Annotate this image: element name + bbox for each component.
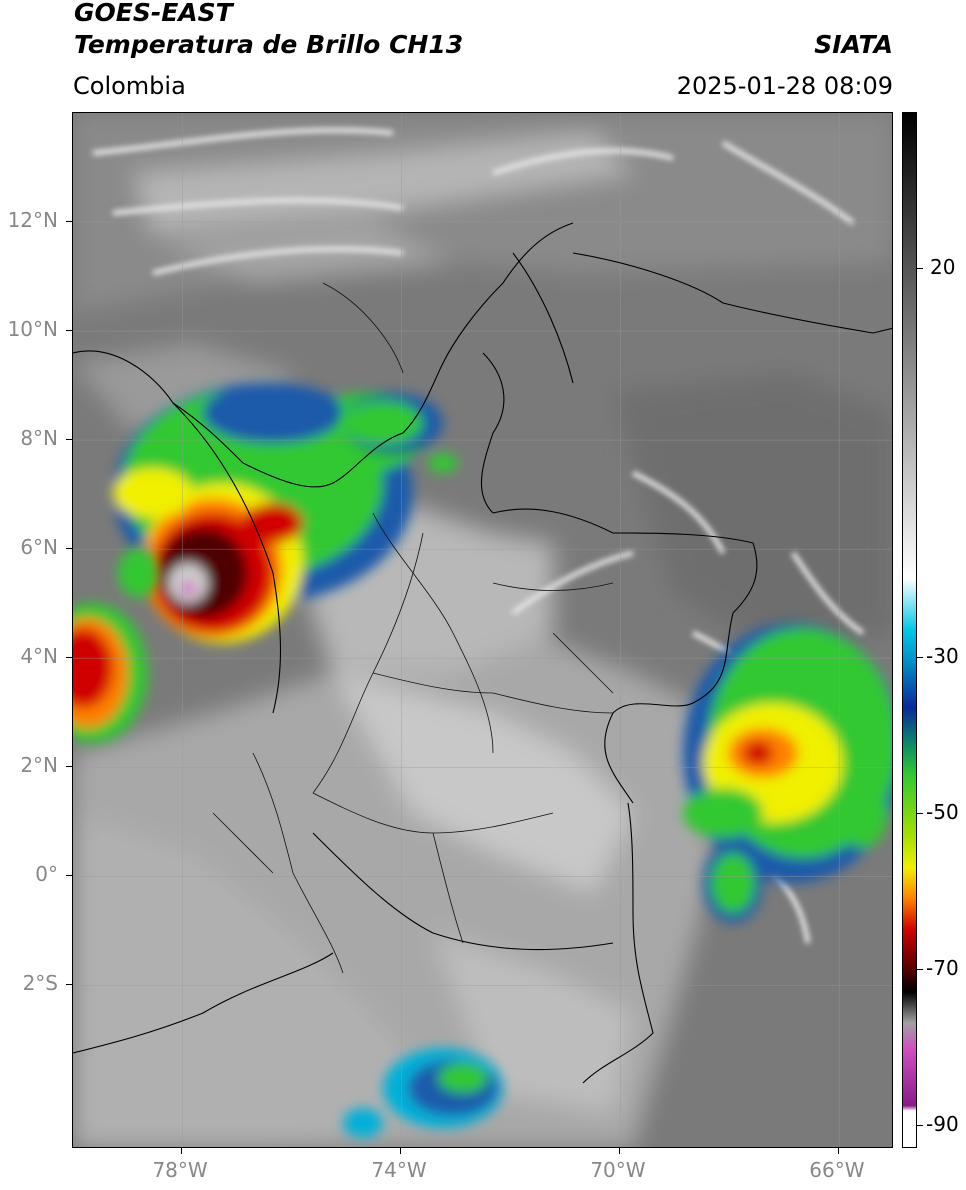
satellite-title: GOES-EAST — [74, 0, 233, 27]
lat-tick-mark — [66, 221, 72, 223]
colorbar — [902, 112, 917, 1148]
region-label: Colombia — [73, 72, 186, 100]
colorbar-tick-mark — [917, 1124, 923, 1126]
lat-tick-mark — [66, 875, 72, 877]
map-canvas — [73, 113, 892, 1147]
lat-tick-mark — [66, 984, 72, 986]
product-title: Temperatura de Brillo CH13 — [74, 30, 464, 59]
lat-tick-label: 2°N — [20, 753, 58, 778]
lat-tick-mark — [66, 548, 72, 550]
datetime-label: 2025-01-28 08:09 — [676, 72, 893, 100]
lat-tick-label: 4°N — [20, 644, 58, 669]
lat-tick-label: 12°N — [7, 208, 58, 233]
agency-label: SIATA — [814, 30, 893, 59]
satellite-map — [72, 112, 893, 1148]
lon-tick-label: 66°W — [809, 1158, 865, 1182]
lon-tick-mark — [400, 1148, 402, 1154]
colorbar-tick-label: 20 — [930, 254, 956, 279]
colorbar-tick-label: -70 — [926, 955, 959, 980]
lon-tick-mark — [838, 1148, 840, 1154]
lat-tick-label: 10°N — [7, 317, 58, 342]
lat-tick-label: 6°N — [20, 535, 58, 560]
lat-tick-label: 2°S — [22, 971, 58, 996]
lon-tick-mark — [181, 1148, 183, 1154]
colorbar-tick-label: -30 — [926, 644, 959, 669]
convection-east — [683, 623, 892, 923]
lat-tick-label: 0° — [35, 862, 58, 887]
graticule — [73, 113, 892, 1147]
colorbar-tick-mark — [917, 813, 923, 815]
colorbar-tick-mark — [917, 657, 923, 659]
colorbar-tick-mark — [917, 267, 923, 269]
convection-west — [113, 383, 423, 643]
convection-north — [343, 393, 458, 473]
lon-tick-label: 78°W — [152, 1158, 208, 1182]
lat-tick-label: 8°N — [20, 426, 58, 451]
lat-tick-mark — [66, 330, 72, 332]
convection-left-edge — [73, 548, 158, 743]
lat-tick-mark — [66, 657, 72, 659]
department-boundaries — [212, 282, 614, 974]
lon-tick-label: 74°W — [371, 1158, 427, 1182]
colorbar-tick-label: -50 — [926, 800, 959, 825]
lon-tick-label: 70°W — [590, 1158, 646, 1182]
convection-south — [343, 1048, 503, 1138]
colorbar-tick-mark — [917, 968, 923, 970]
lat-tick-mark — [66, 439, 72, 441]
lon-tick-mark — [619, 1148, 621, 1154]
lat-tick-mark — [66, 766, 72, 768]
colorbar-tick-label: -90 — [926, 1111, 959, 1136]
